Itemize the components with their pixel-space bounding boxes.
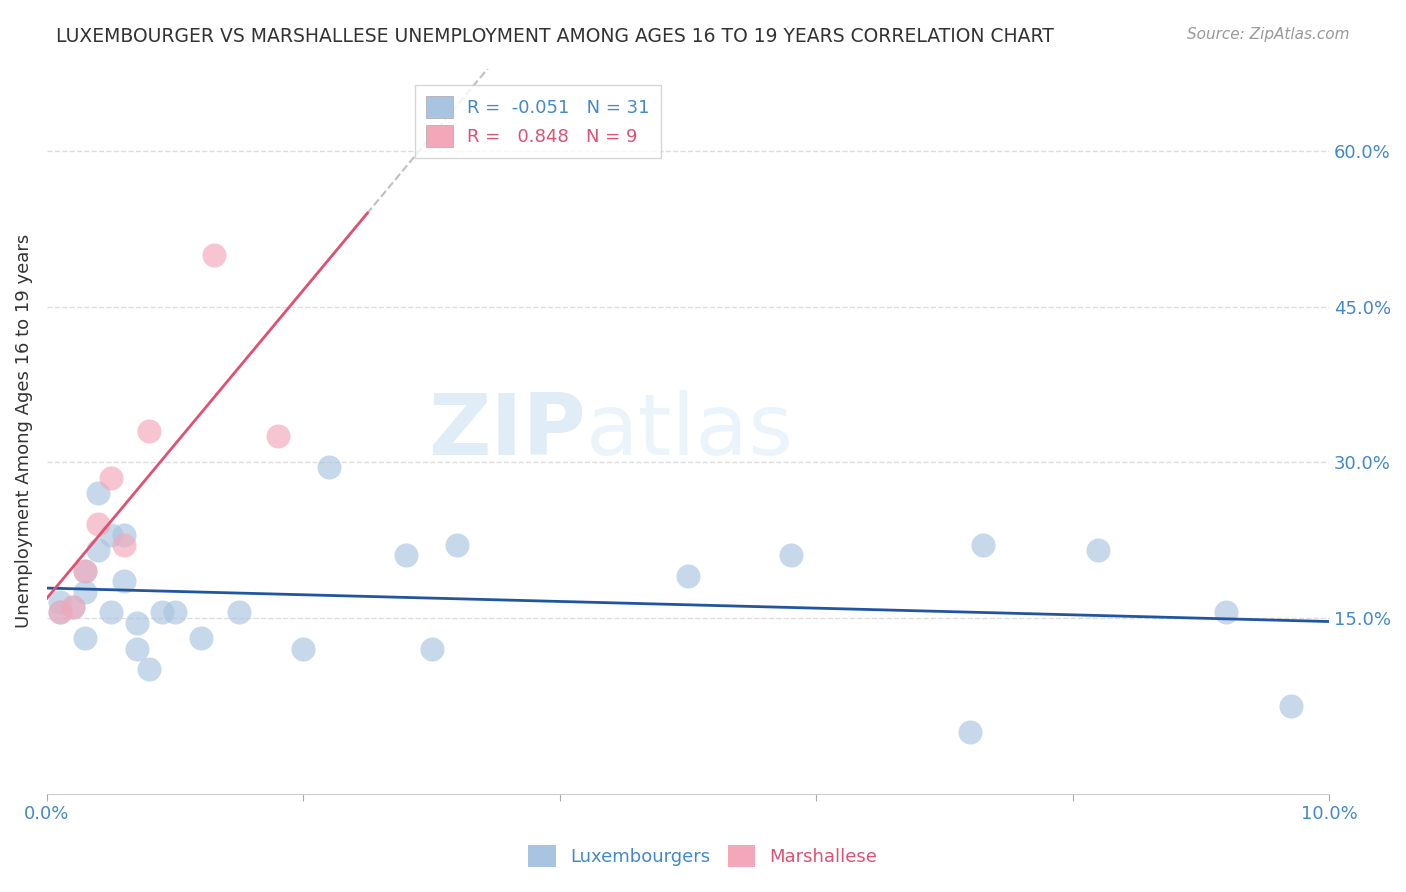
Point xyxy=(75,564,97,578)
Legend: R =  -0.051   N = 31, R =   0.848   N = 9: R = -0.051 N = 31, R = 0.848 N = 9 xyxy=(415,85,661,158)
Point xyxy=(292,641,315,656)
Point xyxy=(959,724,981,739)
Point xyxy=(202,248,225,262)
Point xyxy=(138,662,160,676)
Point xyxy=(1087,543,1109,558)
Point xyxy=(48,606,70,620)
Point xyxy=(779,549,801,563)
Text: Source: ZipAtlas.com: Source: ZipAtlas.com xyxy=(1187,27,1350,42)
Point xyxy=(75,632,97,646)
Point xyxy=(87,517,110,532)
Text: LUXEMBOURGER VS MARSHALLESE UNEMPLOYMENT AMONG AGES 16 TO 19 YEARS CORRELATION C: LUXEMBOURGER VS MARSHALLESE UNEMPLOYMENT… xyxy=(56,27,1054,45)
Point xyxy=(138,424,160,438)
Y-axis label: Unemployment Among Ages 16 to 19 years: Unemployment Among Ages 16 to 19 years xyxy=(15,234,32,628)
Point xyxy=(125,615,148,630)
Point xyxy=(266,429,288,443)
Point xyxy=(112,527,135,541)
Point xyxy=(75,564,97,578)
Point xyxy=(676,569,699,583)
Point xyxy=(125,641,148,656)
Point xyxy=(87,486,110,500)
Point xyxy=(318,460,340,475)
Point xyxy=(100,471,122,485)
Point xyxy=(190,632,212,646)
Text: atlas: atlas xyxy=(585,390,793,473)
Point xyxy=(1215,606,1237,620)
Point xyxy=(972,538,994,552)
Point xyxy=(87,543,110,558)
Point xyxy=(112,574,135,589)
Legend: Luxembourgers, Marshallese: Luxembourgers, Marshallese xyxy=(522,838,884,874)
Point xyxy=(395,549,418,563)
Point xyxy=(420,641,443,656)
Point xyxy=(62,600,84,615)
Point xyxy=(228,606,250,620)
Point xyxy=(62,600,84,615)
Point xyxy=(75,584,97,599)
Point xyxy=(165,606,187,620)
Point xyxy=(48,606,70,620)
Point xyxy=(100,527,122,541)
Point xyxy=(1279,698,1302,713)
Text: ZIP: ZIP xyxy=(427,390,585,473)
Point xyxy=(48,595,70,609)
Point xyxy=(446,538,468,552)
Point xyxy=(150,606,173,620)
Point xyxy=(100,606,122,620)
Point xyxy=(112,538,135,552)
